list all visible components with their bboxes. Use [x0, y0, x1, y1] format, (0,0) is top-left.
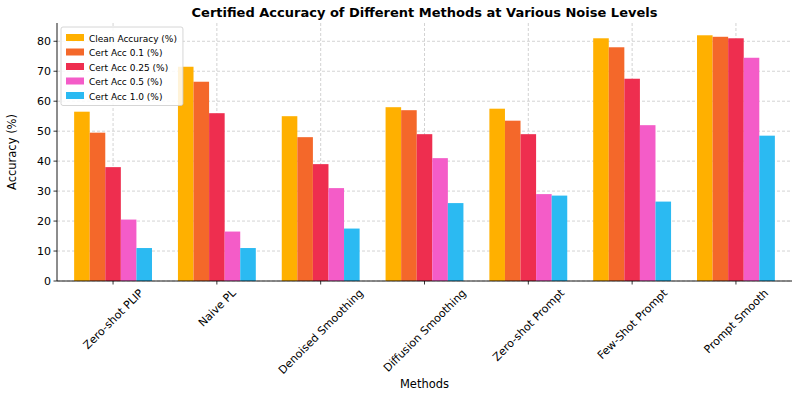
bar: [121, 220, 137, 281]
legend-swatch: [66, 78, 84, 85]
legend-label: Cert Acc 0.25 (%): [89, 63, 168, 73]
y-tick-label: 10: [37, 245, 51, 258]
bar: [552, 196, 568, 281]
x-tick-label: Prompt Smooth: [702, 287, 772, 357]
y-tick-label: 70: [37, 65, 51, 78]
y-tick: [54, 101, 58, 102]
bar: [74, 112, 90, 281]
legend-swatch: [66, 92, 84, 99]
legend-swatch: [66, 49, 84, 56]
bar: [744, 58, 760, 281]
y-tick-label: 60: [37, 95, 51, 108]
legend-label: Cert Acc 0.5 (%): [89, 77, 162, 87]
bar: [593, 38, 609, 281]
bar: [328, 188, 344, 281]
bar: [297, 137, 313, 281]
y-tick-label: 80: [37, 35, 51, 48]
bar: [505, 121, 521, 281]
y-tick: [54, 221, 58, 222]
legend-swatch: [66, 63, 84, 70]
x-tick: [735, 281, 736, 285]
bar: [240, 248, 256, 281]
x-tick-label: Zero-shot Prompt: [490, 286, 568, 364]
x-tick: [320, 281, 321, 285]
x-tick: [216, 281, 217, 285]
bar: [448, 203, 464, 281]
x-tick: [424, 281, 425, 285]
bar: [313, 164, 329, 281]
legend-swatch: [66, 34, 84, 41]
y-tick: [54, 41, 58, 42]
legend-label: Clean Accuracy (%): [89, 34, 177, 44]
x-tick: [632, 281, 633, 285]
y-tick: [54, 71, 58, 72]
y-tick-label: 20: [37, 215, 51, 228]
y-tick: [54, 281, 58, 282]
bar: [640, 125, 656, 281]
bar: [489, 109, 505, 281]
x-tick-label: Naive PL: [196, 286, 239, 329]
bar: [536, 194, 552, 281]
legend-label: Cert Acc 1.0 (%): [89, 92, 162, 102]
bar: [728, 38, 744, 281]
bar: [136, 248, 152, 281]
legend-label: Cert Acc 0.1 (%): [89, 48, 162, 58]
bar: [282, 116, 298, 281]
y-tick-label: 40: [37, 155, 51, 168]
y-tick-label: 30: [37, 185, 51, 198]
background: [0, 0, 800, 397]
bar: [209, 113, 225, 281]
legend-frame: [61, 27, 183, 106]
bar: [386, 107, 402, 281]
bar: [90, 133, 106, 281]
bar: [344, 229, 360, 281]
bar: [401, 110, 417, 281]
bar: [624, 79, 640, 281]
x-tick-label: Diffusion Smoothing: [381, 287, 469, 375]
x-axis-label: Methods: [400, 377, 449, 391]
y-tick: [54, 131, 58, 132]
bar: [609, 47, 625, 281]
bar: [655, 202, 671, 281]
bar: [713, 37, 729, 281]
bar: [194, 82, 210, 281]
legend: Clean Accuracy (%) Cert Acc 0.1 (%) Cert A…: [61, 27, 183, 106]
y-tick-label: 0: [44, 275, 51, 288]
x-tick: [528, 281, 529, 285]
y-axis: [57, 23, 58, 281]
y-tick: [54, 251, 58, 252]
title: Certified Accuracy of Different Methods …: [192, 5, 658, 20]
bar: [759, 136, 775, 281]
y-axis-label: Accuracy (%): [5, 114, 19, 190]
x-tick-label: Zero-shot PLIP: [81, 286, 147, 352]
bar: [432, 158, 448, 281]
bar: [417, 134, 433, 281]
x-tick-label: Few-Shot Prompt: [595, 286, 671, 362]
chart: 0 10 20 30 40 50 60 70 80 Zero-shot PLIP Naive PL D…: [0, 0, 800, 397]
y-tick-label: 50: [37, 125, 51, 138]
bar: [521, 134, 537, 281]
bar: [105, 167, 121, 281]
bar: [225, 232, 241, 281]
y-tick: [54, 191, 58, 192]
x-tick-label: Denoised Smoothing: [276, 287, 366, 377]
x-tick: [113, 281, 114, 285]
bar: [697, 35, 713, 281]
y-tick: [54, 161, 58, 162]
